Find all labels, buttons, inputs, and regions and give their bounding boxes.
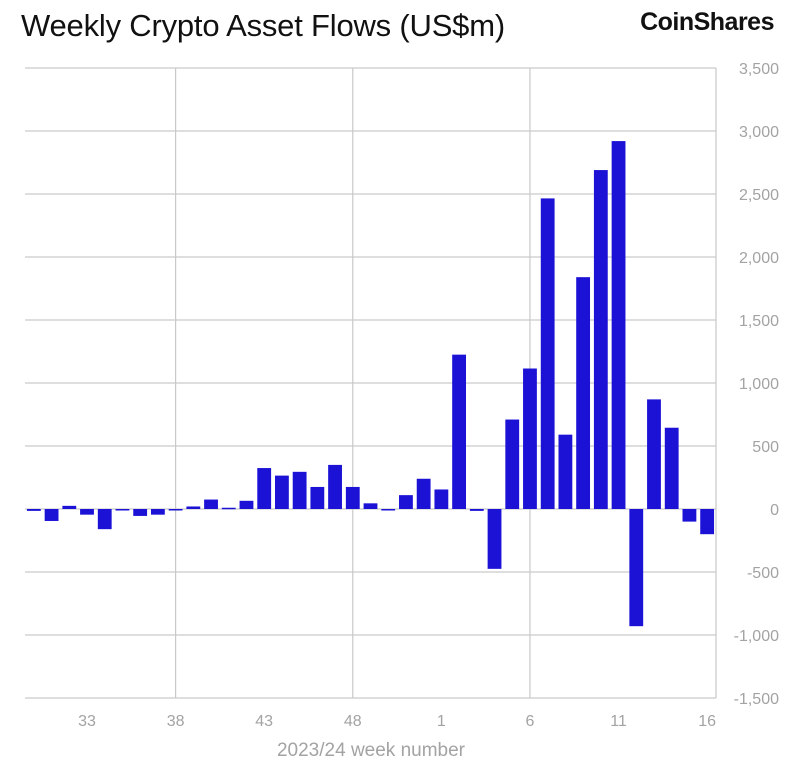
bar-week-52 bbox=[416, 478, 431, 509]
bar-week-44 bbox=[275, 475, 289, 509]
x-tick-label: 43 bbox=[255, 713, 273, 730]
bar-week-36 bbox=[133, 509, 148, 516]
bar-week-38 bbox=[168, 509, 183, 511]
bar-week-13 bbox=[647, 399, 661, 509]
bar-week-2 bbox=[452, 354, 466, 509]
y-tick-label: 2,500 bbox=[739, 187, 779, 204]
bar-week-1 bbox=[434, 489, 449, 509]
bar-week-34 bbox=[97, 509, 112, 530]
bar-week-7 bbox=[540, 198, 555, 509]
y-tick-label: -500 bbox=[747, 565, 779, 582]
y-tick-label: 1,000 bbox=[739, 376, 779, 393]
bars bbox=[26, 141, 715, 627]
coinshares-logo: CoinShares bbox=[640, 8, 774, 36]
bar-week-4 bbox=[487, 509, 502, 569]
y-tick-label: 3,500 bbox=[739, 61, 779, 78]
y-tick-label: -1,000 bbox=[734, 628, 779, 645]
x-tick-label: 6 bbox=[526, 713, 535, 730]
bar-week-6 bbox=[523, 368, 537, 509]
bar-week-41 bbox=[221, 507, 236, 510]
bar-week-15 bbox=[682, 509, 697, 522]
bar-week-16 bbox=[700, 509, 715, 535]
bar-week-3 bbox=[469, 509, 484, 511]
bar-week-39 bbox=[186, 506, 201, 509]
bar-week-46 bbox=[310, 486, 325, 509]
bar-week-9 bbox=[576, 277, 591, 509]
bar-week-48 bbox=[345, 486, 360, 509]
bar-week-11 bbox=[611, 141, 626, 509]
y-tick-label: 500 bbox=[752, 439, 779, 456]
bar-week-37 bbox=[150, 509, 165, 515]
bar-week-51 bbox=[399, 495, 413, 509]
x-tick-label: 16 bbox=[698, 713, 716, 730]
chart-title: Weekly Crypto Asset Flows (US$m) bbox=[21, 8, 505, 43]
bar-week-33 bbox=[80, 509, 94, 515]
y-tick-label: -1,500 bbox=[734, 691, 779, 708]
bar-week-35 bbox=[115, 509, 130, 511]
x-axis-label: 2023/24 week number bbox=[277, 740, 466, 761]
bar-week-32 bbox=[62, 505, 77, 509]
bar-week-31 bbox=[44, 509, 59, 521]
x-tick-labels: 33 38 43 48 1 6 11 16 bbox=[78, 713, 716, 730]
bar-week-47 bbox=[328, 464, 342, 509]
y-tick-label: 3,000 bbox=[739, 124, 779, 141]
x-tick-label: 1 bbox=[437, 713, 446, 730]
y-tick-labels: 3,500 3,000 2,500 2,000 1,500 1,000 500 0 -500 -1… bbox=[734, 61, 779, 708]
bar-week-30 bbox=[26, 509, 41, 511]
bar-week-10 bbox=[593, 170, 608, 509]
x-tick-label: 33 bbox=[78, 713, 96, 730]
bar-week-12 bbox=[629, 509, 644, 627]
bar-week-42 bbox=[239, 500, 254, 509]
bar-week-45 bbox=[292, 471, 307, 509]
y-tick-label: 2,000 bbox=[739, 250, 779, 267]
bar-week-40 bbox=[204, 499, 218, 509]
x-tick-label: 48 bbox=[344, 713, 362, 730]
bar-week-8 bbox=[558, 434, 573, 509]
y-tick-label: 1,500 bbox=[739, 313, 779, 330]
bar-week-14 bbox=[664, 427, 679, 509]
bar-week-5 bbox=[505, 419, 520, 509]
x-tick-label: 11 bbox=[610, 713, 627, 730]
x-tick-label: 38 bbox=[167, 713, 185, 730]
y-tick-label: 0 bbox=[770, 502, 779, 519]
bar-week-43 bbox=[257, 468, 272, 509]
bar-week-49 bbox=[363, 503, 378, 509]
bar-week-50 bbox=[381, 509, 396, 511]
